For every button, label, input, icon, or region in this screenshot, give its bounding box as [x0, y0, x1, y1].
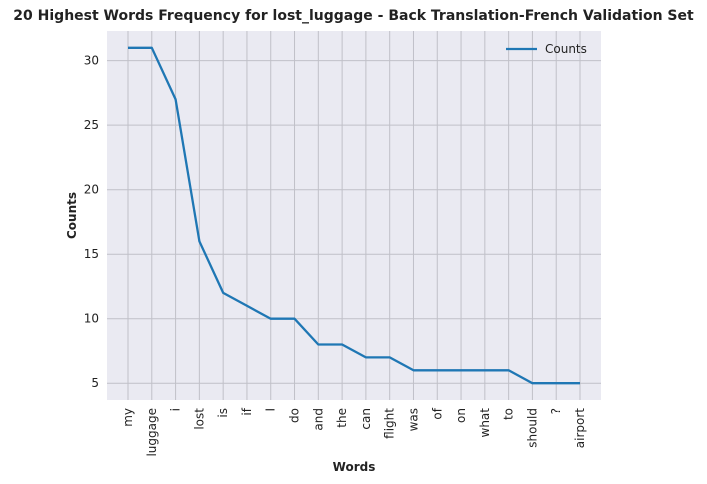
chart-title: 20 Highest Words Frequency for lost_lugg…	[13, 8, 694, 24]
x-tick-label: my	[121, 408, 135, 427]
y-tick-label: 15	[84, 247, 99, 261]
y-axis-label: Counts	[65, 192, 79, 239]
x-tick-label: flight	[383, 408, 397, 439]
x-tick-label: the	[335, 408, 349, 428]
x-tick-label: and	[311, 408, 325, 431]
x-tick-label: lost	[192, 408, 206, 430]
x-tick-label: ?	[549, 408, 563, 414]
x-tick-label: of	[430, 407, 444, 419]
x-tick-label: luggage	[145, 408, 159, 457]
x-tick-label: is	[216, 408, 230, 418]
x-tick-label: i	[169, 408, 183, 411]
x-tick-label: to	[502, 408, 516, 420]
x-tick-label: can	[359, 408, 373, 430]
y-tick-label: 20	[84, 183, 99, 197]
x-tick-label: I	[264, 408, 278, 412]
x-tick-label: airport	[573, 408, 587, 449]
x-tick-label: was	[406, 408, 420, 431]
y-tick-label: 30	[84, 54, 99, 68]
x-tick-label: on	[454, 408, 468, 423]
x-tick-label: what	[478, 408, 492, 438]
x-tick-label: should	[525, 408, 539, 448]
legend-label-counts: Counts	[545, 42, 587, 56]
y-tick-label: 25	[84, 118, 99, 132]
x-tick-label: if	[240, 407, 254, 415]
x-tick-label: do	[288, 408, 302, 423]
y-tick-label: 10	[84, 312, 99, 326]
y-tick-label: 5	[91, 376, 99, 390]
plot-area	[107, 31, 601, 400]
x-axis-label: Words	[333, 460, 376, 474]
series-line-counts	[128, 46, 580, 385]
